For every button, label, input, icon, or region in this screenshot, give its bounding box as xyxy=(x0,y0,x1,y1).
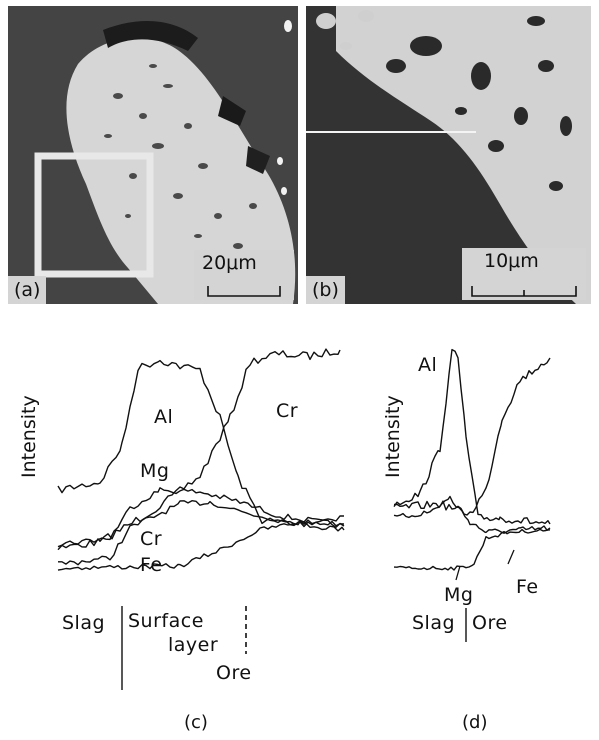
panel-c-caption: (c) xyxy=(184,712,208,733)
trace-d-fe xyxy=(393,528,551,571)
trace-d-rising xyxy=(393,357,551,516)
micrograph-a: (a) 20μm xyxy=(8,6,298,304)
panel-c-region-layer: layer xyxy=(168,634,219,656)
trace-c-cr-low xyxy=(58,500,345,566)
micrograph-a-image xyxy=(8,6,298,304)
panel-c-region-slag: Slag xyxy=(62,612,106,634)
trace-c-al xyxy=(57,359,345,528)
panel-c-region-surface: Surface xyxy=(128,610,204,632)
trace-c-fe xyxy=(57,519,345,571)
panel-b-scale-bar: 10μm xyxy=(462,248,586,300)
trace-d-al xyxy=(393,348,551,525)
micrograph-b: (b) 10μm xyxy=(306,6,591,304)
panel-c-label-cr-low: Cr xyxy=(140,528,163,550)
scale-bar-icon xyxy=(207,286,281,297)
panel-a-scale-text: 20μm xyxy=(202,252,257,274)
panel-d-ylabel: Intensity xyxy=(382,395,404,478)
panel-d-label-fe: Fe xyxy=(516,576,539,598)
panel-b-label: (b) xyxy=(306,276,345,304)
panel-d-region-slag: Slag xyxy=(412,612,456,634)
panel-a-label: (a) xyxy=(8,276,47,304)
panel-d-label-al: Al xyxy=(418,354,438,376)
panel-d-region-ore: Ore xyxy=(472,612,508,634)
panel-c-label-al: Al xyxy=(154,406,174,428)
panel-c-label-fe: Fe xyxy=(140,554,163,576)
panel-c-ylabel: Intensity xyxy=(18,395,40,478)
panel-a-scale-bar: 20μm xyxy=(194,250,294,300)
line-scan-traces xyxy=(57,348,551,690)
panel-c-region-ore: Ore xyxy=(216,662,252,684)
panel-d-caption: (d) xyxy=(462,712,488,733)
line-scan-plots: Intensity Al Cr Mg Cr Fe Slag Surface la… xyxy=(0,318,599,740)
panel-d-label-mg: Mg xyxy=(444,584,474,606)
panel-b-scale-text: 10μm xyxy=(484,250,539,272)
trace-d-mg xyxy=(393,495,551,534)
panel-c-label-cr: Cr xyxy=(276,400,299,422)
trace-c-cr xyxy=(57,348,341,551)
panel-c-label-mg: Mg xyxy=(140,460,170,482)
scale-bar-icon xyxy=(471,286,577,297)
trace-c-mg xyxy=(57,487,345,548)
